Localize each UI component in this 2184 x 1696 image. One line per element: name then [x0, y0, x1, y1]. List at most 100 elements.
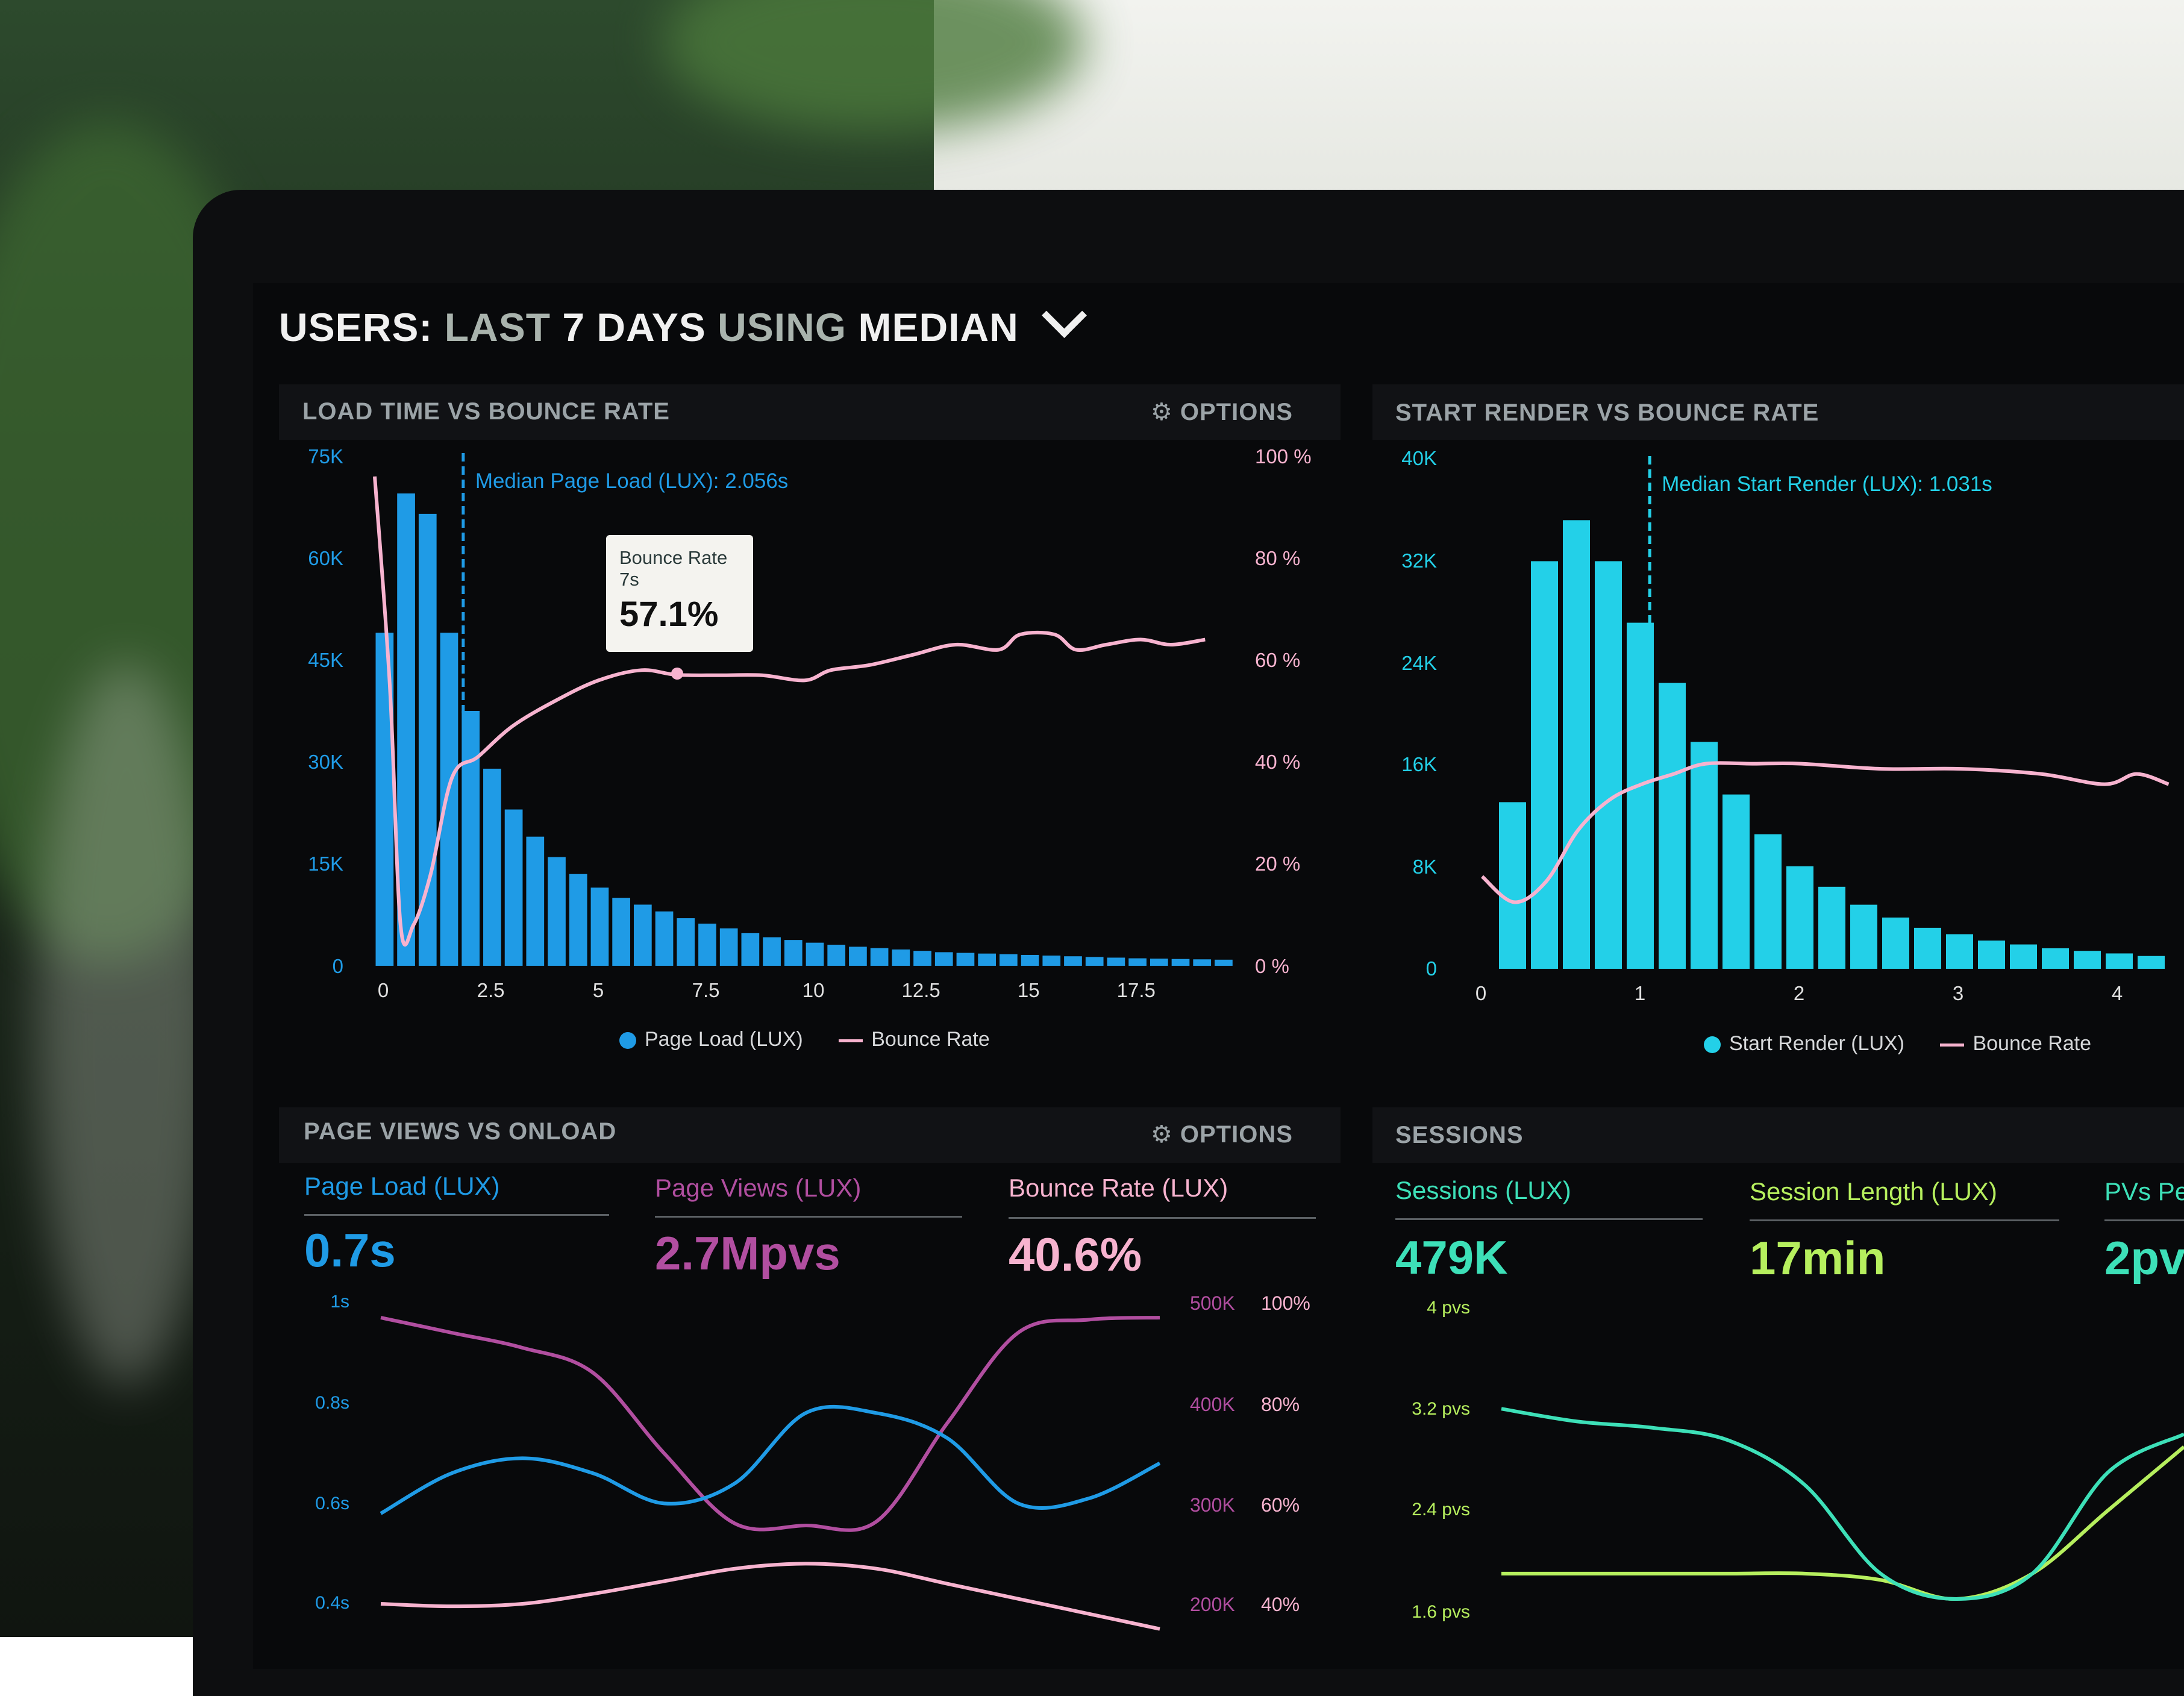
- metric-label-session-length: Session Length (LUX): [1750, 1177, 1997, 1206]
- x-tick: 2: [1794, 982, 1804, 1004]
- panel-header-sessions: [1372, 1107, 2184, 1163]
- bar-page-load: [827, 945, 846, 966]
- metric-value-bounce-rate: 40.6%: [1009, 1228, 1142, 1281]
- options-label: OPTIONS: [1180, 399, 1293, 425]
- legend-item[interactable]: Bounce Rate: [1973, 1032, 2092, 1055]
- bar-page-load: [698, 924, 716, 966]
- legend-line-icon: [839, 1039, 863, 1042]
- bright-wall: [934, 0, 2184, 199]
- legend-dot-icon: [1704, 1036, 1721, 1054]
- legend-item[interactable]: Bounce Rate: [871, 1028, 990, 1051]
- y-tick-right: 60 %: [1255, 649, 1300, 671]
- bar-start-render: [1754, 834, 1782, 969]
- options-button-load-time[interactable]: ⚙ OPTIONS: [1151, 398, 1293, 426]
- bar-page-load: [1107, 957, 1125, 966]
- bar-page-load: [418, 513, 437, 966]
- y-tick-mid: 300K: [1190, 1494, 1235, 1516]
- bar-start-render: [1691, 742, 1718, 969]
- bar-page-load: [719, 928, 738, 966]
- bar-start-render: [1563, 520, 1590, 969]
- panel-header-load-time: [279, 384, 1341, 440]
- bounce-rate-line: [373, 476, 1206, 947]
- bar-page-load: [1064, 956, 1082, 966]
- bar-page-load: [548, 857, 566, 966]
- bar-page-load: [569, 874, 587, 966]
- bar-page-load: [849, 947, 867, 966]
- x-tick: 0: [378, 979, 389, 1001]
- session-length-line: [1501, 1445, 2184, 1601]
- y-tick-left: 0.4s: [315, 1593, 349, 1613]
- title-range: 7 DAYS: [562, 305, 706, 349]
- y-tick-left: 60K: [308, 547, 343, 569]
- bar-start-render: [1627, 622, 1654, 969]
- metric-label-sessions: Sessions (LUX): [1395, 1176, 1571, 1204]
- bar-page-load: [633, 904, 652, 966]
- bar-page-load: [1021, 954, 1039, 966]
- bar-start-render: [1531, 561, 1558, 969]
- metric-value-page-load: 0.7s: [304, 1224, 396, 1277]
- bar-start-render: [1946, 934, 1973, 969]
- median-annotation: Median Start Render (LUX): 1.031s: [1662, 472, 1992, 496]
- bar-start-render: [1978, 940, 2005, 969]
- metric-value-sessions: 479K: [1395, 1231, 1508, 1284]
- metric-divider: [1395, 1218, 1703, 1220]
- y-tick-left: 30K: [308, 751, 343, 773]
- bar-page-load: [934, 952, 953, 966]
- legend-item[interactable]: Page Load (LUX): [645, 1028, 803, 1051]
- bar-page-load: [440, 633, 458, 966]
- bar-start-render: [1595, 561, 1622, 969]
- panel-header-page-views: [279, 1107, 1341, 1163]
- dashboard-title-dropdown[interactable]: USERS: LAST 7 DAYS USING MEDIAN: [279, 293, 1087, 350]
- bar-page-load: [504, 809, 523, 966]
- bar-page-load: [483, 768, 501, 966]
- y-tick-right: 80%: [1261, 1394, 1300, 1415]
- bar-start-render: [1722, 794, 1750, 969]
- bar-page-load: [1171, 959, 1190, 966]
- metric-label-bounce-rate: Bounce Rate (LUX): [1009, 1174, 1228, 1202]
- bar-start-render: [1818, 886, 1845, 969]
- gear-icon: ⚙: [1151, 399, 1173, 425]
- x-tick: 10: [803, 979, 825, 1001]
- legend-load-time: Page Load (LUX) Bounce Rate: [619, 1028, 990, 1051]
- sessions-line: [1501, 1407, 2184, 1601]
- legend-start-render: Start Render (LUX) Bounce Rate: [1704, 1032, 2091, 1056]
- y-tick-left: 40K: [1401, 447, 1437, 469]
- bar-start-render: [1850, 904, 1877, 969]
- bounce-rate-tooltip: Bounce Rate 7s 57.1%: [606, 535, 753, 652]
- y-tick-left: 24K: [1401, 652, 1437, 674]
- tooltip-x: 7s: [619, 569, 639, 590]
- y-tick-left: 8K: [1413, 856, 1437, 878]
- bar-start-render: [2106, 953, 2133, 969]
- metric-label-page-load: Page Load (LUX): [304, 1172, 500, 1200]
- plant-leaf: [36, 663, 217, 1386]
- y-tick-left: 0.8s: [315, 1393, 349, 1413]
- x-tick: 7.5: [692, 979, 720, 1001]
- bar-page-load: [956, 953, 975, 966]
- bar-start-render: [1659, 683, 1686, 969]
- legend-item[interactable]: Start Render (LUX): [1729, 1032, 1904, 1055]
- y-tick-left: 4 pvs: [1427, 1298, 1470, 1318]
- bounce-rate-line: [1480, 761, 2170, 904]
- bar-page-load: [870, 948, 889, 966]
- bar-page-load: [677, 918, 695, 966]
- bar-start-render: [2074, 951, 2101, 969]
- metric-label-pvs-per-session: PVs Pe: [2104, 1177, 2184, 1206]
- bar-page-load: [397, 493, 415, 966]
- panel-header-start-render: [1372, 384, 2184, 440]
- metric-value-pvs-per-session: 2pv: [2104, 1231, 2184, 1285]
- x-tick: 15: [1018, 979, 1040, 1001]
- y-tick-mid: 500K: [1190, 1292, 1235, 1314]
- bar-start-render: [1499, 802, 1526, 969]
- metric-divider: [1750, 1219, 2059, 1221]
- options-button-page-views[interactable]: ⚙ OPTIONS: [1151, 1121, 1293, 1148]
- dashboard-screen: [253, 283, 2184, 1669]
- bar-start-render: [2010, 944, 2037, 969]
- metric-divider: [655, 1216, 962, 1218]
- y-tick-left: 32K: [1401, 549, 1437, 572]
- bar-page-load: [655, 911, 674, 966]
- bar-start-render: [1786, 866, 1813, 969]
- y-tick-mid: 400K: [1190, 1394, 1235, 1415]
- page-views-line: [380, 1316, 1160, 1532]
- legend-dot-icon: [619, 1032, 636, 1050]
- metric-divider: [304, 1214, 609, 1216]
